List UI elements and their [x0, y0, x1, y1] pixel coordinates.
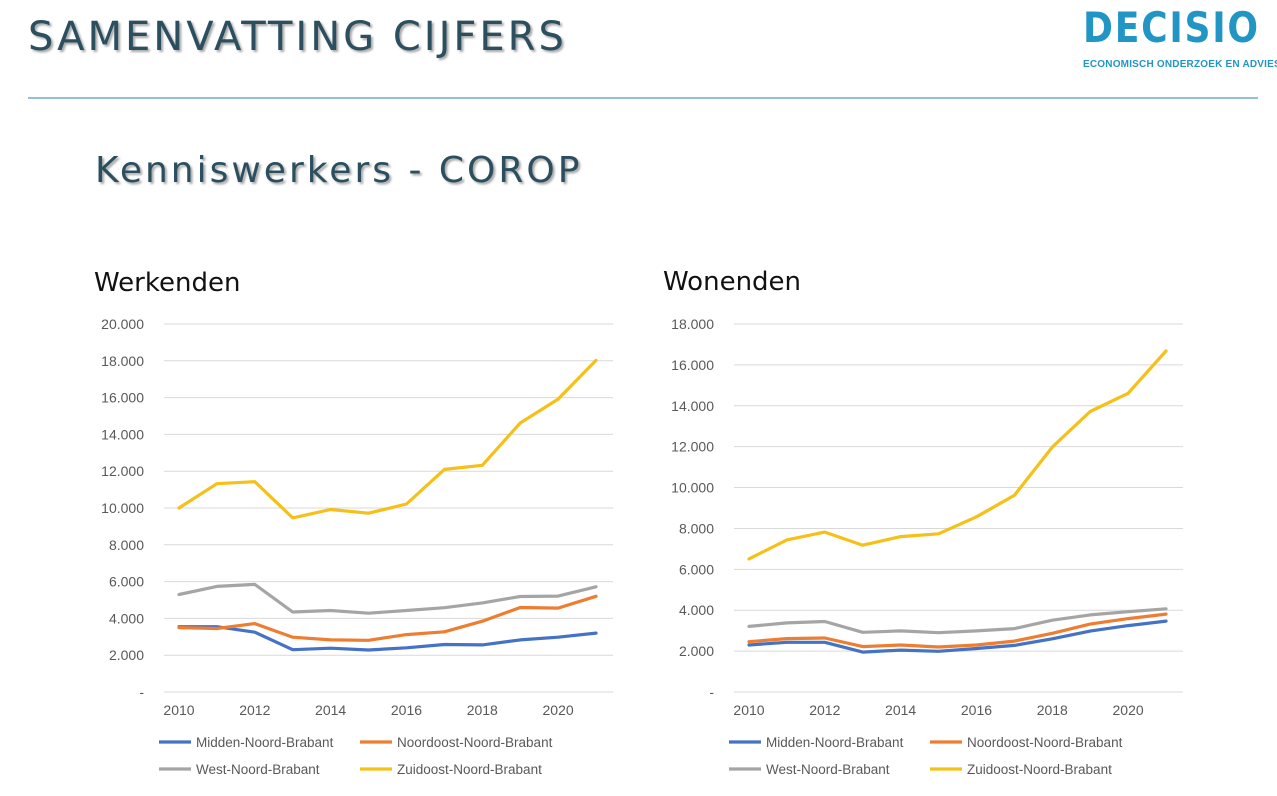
y-tick-label: 14.000: [671, 398, 714, 414]
x-tick-label: 2020: [543, 702, 574, 718]
x-tick-label: 2020: [1113, 702, 1144, 718]
chart-title-werkenden: Werkenden: [94, 268, 241, 298]
y-tick-label: 4.000: [679, 602, 714, 618]
legend-label: West-Noord-Brabant: [196, 762, 320, 777]
series-line-midden-noord-brabant: [177, 625, 598, 652]
x-tick-label: 2016: [391, 702, 422, 718]
y-tick-label: 20.000: [101, 316, 144, 332]
x-tick-label: 2016: [961, 702, 992, 718]
y-tick-label: 12.000: [671, 439, 714, 455]
y-tick-label: 6.000: [109, 574, 144, 590]
x-tick-label: 2010: [163, 702, 194, 718]
y-tick-label: 18.000: [101, 353, 144, 369]
y-tick-label: 6.000: [679, 561, 714, 577]
series-line-west-noord-brabant: [747, 607, 1168, 635]
y-tick-label: -: [139, 684, 144, 700]
series-line-west-noord-brabant: [177, 582, 598, 615]
x-tick-label: 2014: [315, 702, 346, 718]
x-tick-label: 2010: [733, 702, 764, 718]
series-line-noordoost-noord-brabant: [747, 612, 1168, 649]
y-tick-label: 10.000: [101, 500, 144, 516]
series-line-zuidoost-noord-brabant: [747, 349, 1168, 561]
x-tick-label: 2018: [467, 702, 498, 718]
y-tick-label: 14.000: [101, 426, 144, 442]
legend-label: Midden-Noord-Brabant: [196, 735, 334, 750]
x-tick-label: 2018: [1037, 702, 1068, 718]
header-divider: [28, 97, 1258, 99]
logo-tagline: ECONOMISCH ONDERZOEK EN ADVIES: [1083, 59, 1277, 70]
decisio-logo: DECISIO ECONOMISCH ONDERZOEK EN ADVIES: [1083, 3, 1277, 71]
legend-label: Midden-Noord-Brabant: [766, 735, 904, 750]
x-tick-label: 2014: [885, 702, 916, 718]
y-tick-label: 18.000: [671, 316, 714, 332]
x-tick-label: 2012: [809, 702, 840, 718]
y-tick-label: 16.000: [101, 390, 144, 406]
y-tick-label: 10.000: [671, 480, 714, 496]
logo-wordmark: DECISIO: [1083, 3, 1260, 52]
page-title: SAMENVATTING CIJFERS: [28, 14, 567, 60]
series-line-midden-noord-brabant: [747, 619, 1168, 654]
y-tick-label: 2.000: [109, 647, 144, 663]
legend-label: Zuidoost-Noord-Brabant: [967, 762, 1112, 777]
wonenden-line-chart: - 2.000 4.000 6.000 8.000 10.000 12.000 14.000 1…: [671, 316, 1183, 777]
x-tick-label: 2012: [239, 702, 270, 718]
y-tick-label: -: [709, 684, 714, 700]
y-tick-label: 2.000: [679, 643, 714, 659]
y-tick-label: 12.000: [101, 463, 144, 479]
y-tick-label: 4.000: [109, 610, 144, 626]
y-tick-label: 8.000: [109, 537, 144, 553]
werkenden-line-chart: - 2.000 4.000 6.000 8.000 10.000 12.000 14.000 1…: [101, 316, 613, 777]
y-tick-label: 16.000: [671, 357, 714, 373]
legend-label: West-Noord-Brabant: [766, 762, 890, 777]
chart-title-wonenden: Wonenden: [663, 267, 802, 297]
series-line-zuidoost-noord-brabant: [177, 358, 598, 520]
legend-label: Noordoost-Noord-Brabant: [967, 735, 1123, 750]
slide-subtitle: Kenniswerkers - COROP: [95, 150, 583, 191]
legend-label: Zuidoost-Noord-Brabant: [397, 762, 542, 777]
legend-label: Noordoost-Noord-Brabant: [397, 735, 553, 750]
y-tick-label: 8.000: [679, 520, 714, 536]
series-line-noordoost-noord-brabant: [177, 594, 598, 642]
